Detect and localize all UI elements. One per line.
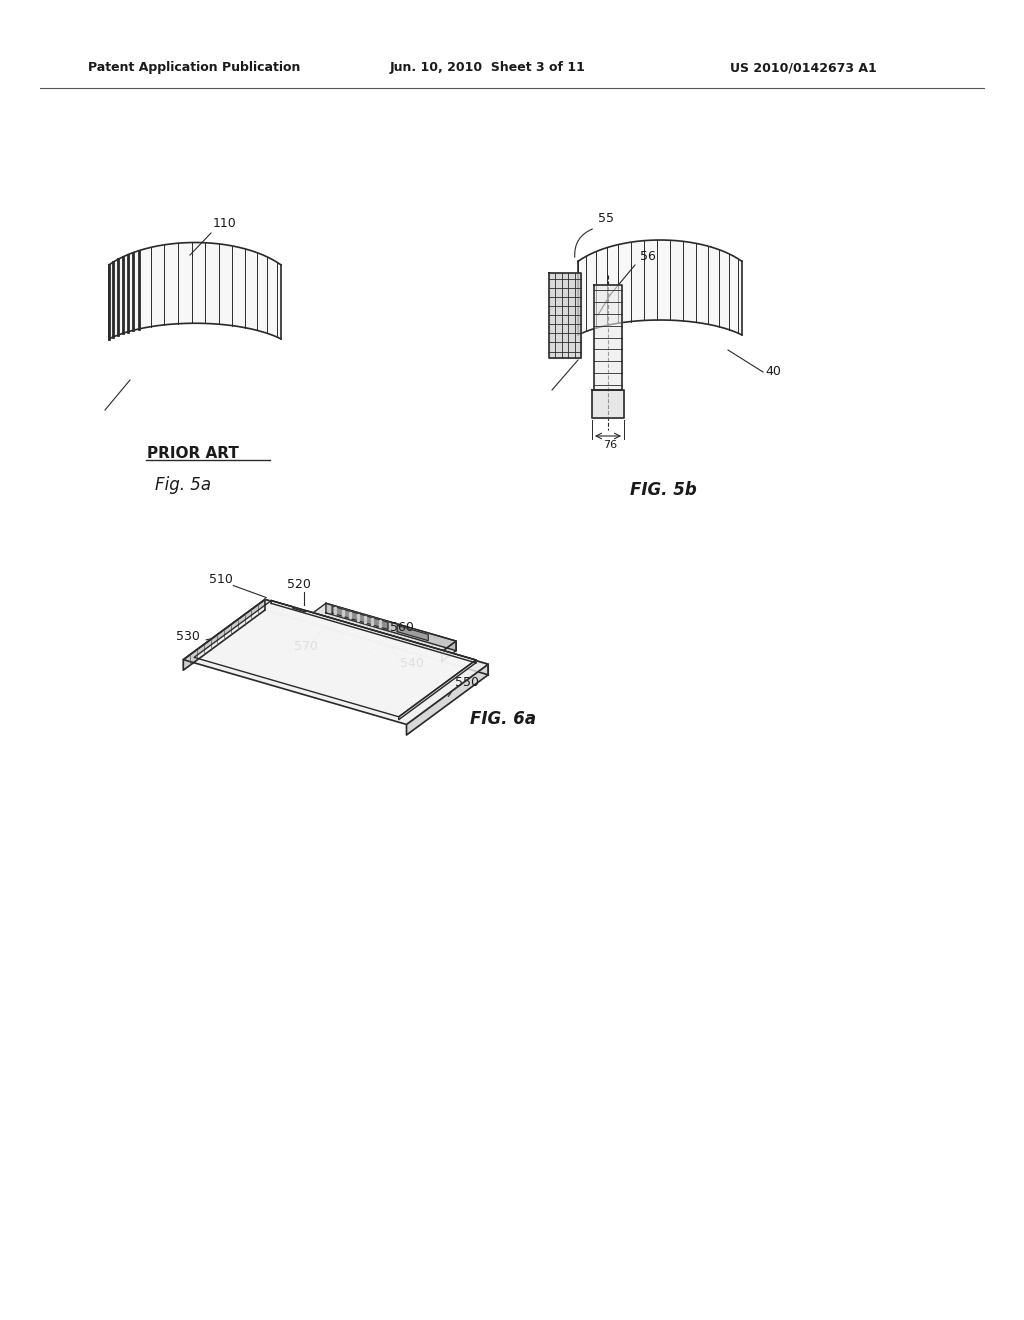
Polygon shape (592, 389, 624, 418)
Polygon shape (311, 603, 456, 652)
Text: 56: 56 (640, 249, 656, 263)
Text: 110: 110 (213, 216, 237, 230)
Polygon shape (397, 626, 428, 640)
Text: 530: 530 (176, 630, 200, 643)
Text: FIG. 5b: FIG. 5b (630, 480, 696, 499)
Polygon shape (441, 642, 456, 661)
Polygon shape (109, 243, 281, 339)
Text: 76: 76 (603, 440, 617, 450)
Text: 560: 560 (390, 620, 414, 634)
Polygon shape (549, 272, 581, 358)
Polygon shape (398, 660, 476, 719)
Text: 40: 40 (765, 366, 781, 378)
Text: 550: 550 (456, 676, 479, 689)
Polygon shape (326, 603, 456, 651)
Polygon shape (195, 601, 476, 717)
Text: FIG. 6a: FIG. 6a (470, 710, 536, 727)
Polygon shape (265, 599, 488, 675)
Polygon shape (332, 606, 388, 630)
Text: 540: 540 (399, 657, 424, 671)
Polygon shape (579, 240, 742, 335)
Polygon shape (407, 664, 488, 735)
Polygon shape (183, 599, 265, 671)
Text: 55: 55 (598, 213, 614, 224)
Text: Jun. 10, 2010  Sheet 3 of 11: Jun. 10, 2010 Sheet 3 of 11 (390, 62, 586, 74)
Polygon shape (271, 601, 476, 663)
Polygon shape (183, 599, 488, 725)
Text: 570: 570 (294, 640, 317, 653)
Text: Fig. 5a: Fig. 5a (155, 477, 211, 494)
Text: PRIOR ART: PRIOR ART (147, 446, 239, 461)
Polygon shape (594, 285, 622, 389)
Text: US 2010/0142673 A1: US 2010/0142673 A1 (730, 62, 877, 74)
Text: 520: 520 (288, 578, 311, 590)
Text: Patent Application Publication: Patent Application Publication (88, 62, 300, 74)
Text: 510: 510 (209, 573, 233, 586)
